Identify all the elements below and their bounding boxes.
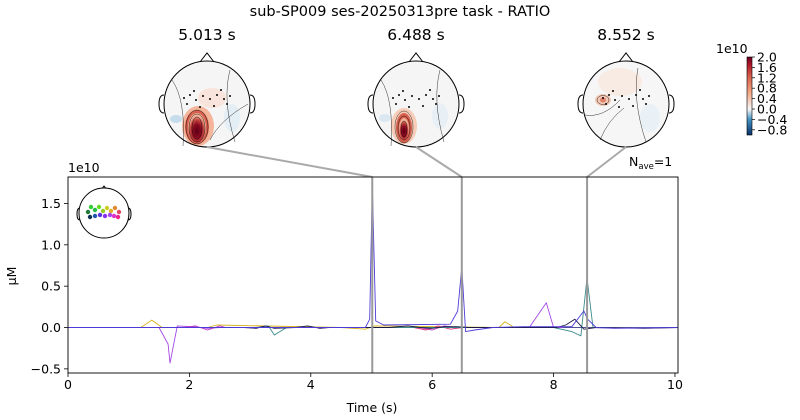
sensor-markers — [392, 89, 440, 108]
topomap-2-time-label: 6.488 s — [387, 26, 444, 44]
trace-4 — [413, 325, 463, 331]
time-markers — [371, 177, 589, 373]
y-tick-label-3: 1.0 — [41, 237, 61, 252]
x-tick-label-0: 0 — [64, 377, 72, 392]
y-axis-label: µM — [4, 267, 19, 286]
colorbar-gradient — [747, 57, 752, 135]
sensor-dots — [85, 204, 122, 220]
topomap-connectors — [206, 146, 627, 178]
head-outline — [577, 52, 675, 114]
figure-title: sub-SP009 ses-20250313pre task - RATIO — [250, 4, 551, 20]
topomap-3 — [577, 52, 675, 148]
colorbar-tick-label-2: 1.2 — [757, 70, 777, 85]
colorbar-exponent: 1e10 — [716, 41, 748, 56]
connector-1 — [206, 146, 373, 178]
x-tick-label-2: 4 — [307, 377, 315, 392]
head-outline — [158, 52, 256, 114]
x-tick-label-1: 2 — [185, 377, 193, 392]
colorbar-tick-label-3: 0.8 — [757, 81, 777, 96]
colorbar-tick-label-7: −0.8 — [757, 122, 787, 137]
colorbar-tick-label-4: 0.4 — [757, 91, 777, 106]
trace-2 — [158, 302, 563, 364]
y-tick-label-0: −0.5 — [31, 361, 61, 376]
y-tick-label-2: 0.5 — [41, 279, 61, 294]
x-tick-label-5: 10 — [667, 377, 683, 392]
butterfly-plot: 0 2 4 6 8 10 −0.5 0.0 0.5 1.0 1.5 1e10 Time (s) µ… — [4, 160, 683, 415]
head-outline — [367, 52, 465, 114]
x-axis-label: Time (s) — [346, 400, 398, 415]
colorbar-tick-label-0: 2.0 — [757, 50, 777, 65]
topomap-2 — [367, 52, 465, 148]
y-tick-label-1: 0.0 — [41, 320, 61, 335]
nave-subscript: ave — [638, 162, 653, 172]
topomap-1-time-label: 5.013 s — [178, 26, 235, 44]
x-tick-label-4: 8 — [550, 377, 558, 392]
nave-value: =1 — [654, 154, 672, 169]
nave-label: Nave=1 — [629, 154, 672, 172]
sensor-markers — [602, 89, 650, 108]
x-axis-ticks: 0 2 4 6 8 10 — [64, 373, 683, 392]
y-axis-exponent: 1e10 — [68, 160, 100, 175]
sensor-layout-inset — [76, 185, 132, 239]
colorbar: 1e10 2.01.61.20.80.40.0−0.4−0.8 — [716, 41, 787, 137]
trace-5 — [256, 277, 609, 337]
colorbar-tick-label-1: 1.6 — [757, 60, 777, 75]
connector-3 — [586, 146, 627, 178]
topomap-3-time-label: 8.552 s — [597, 26, 654, 44]
colorbar-ticks: 2.01.61.20.80.40.0−0.4−0.8 — [752, 50, 787, 137]
colorbar-tick-label-6: −0.4 — [757, 112, 787, 127]
y-tick-label-4: 1.5 — [41, 196, 61, 211]
plot-frame — [67, 176, 679, 374]
sensor-markers — [183, 89, 231, 108]
topomap-1 — [158, 52, 256, 148]
colorbar-tick-label-5: 0.0 — [757, 102, 777, 117]
y-axis-ticks: −0.5 0.0 0.5 1.0 1.5 — [31, 196, 68, 376]
connector-2 — [415, 146, 463, 178]
x-tick-label-3: 6 — [428, 377, 436, 392]
